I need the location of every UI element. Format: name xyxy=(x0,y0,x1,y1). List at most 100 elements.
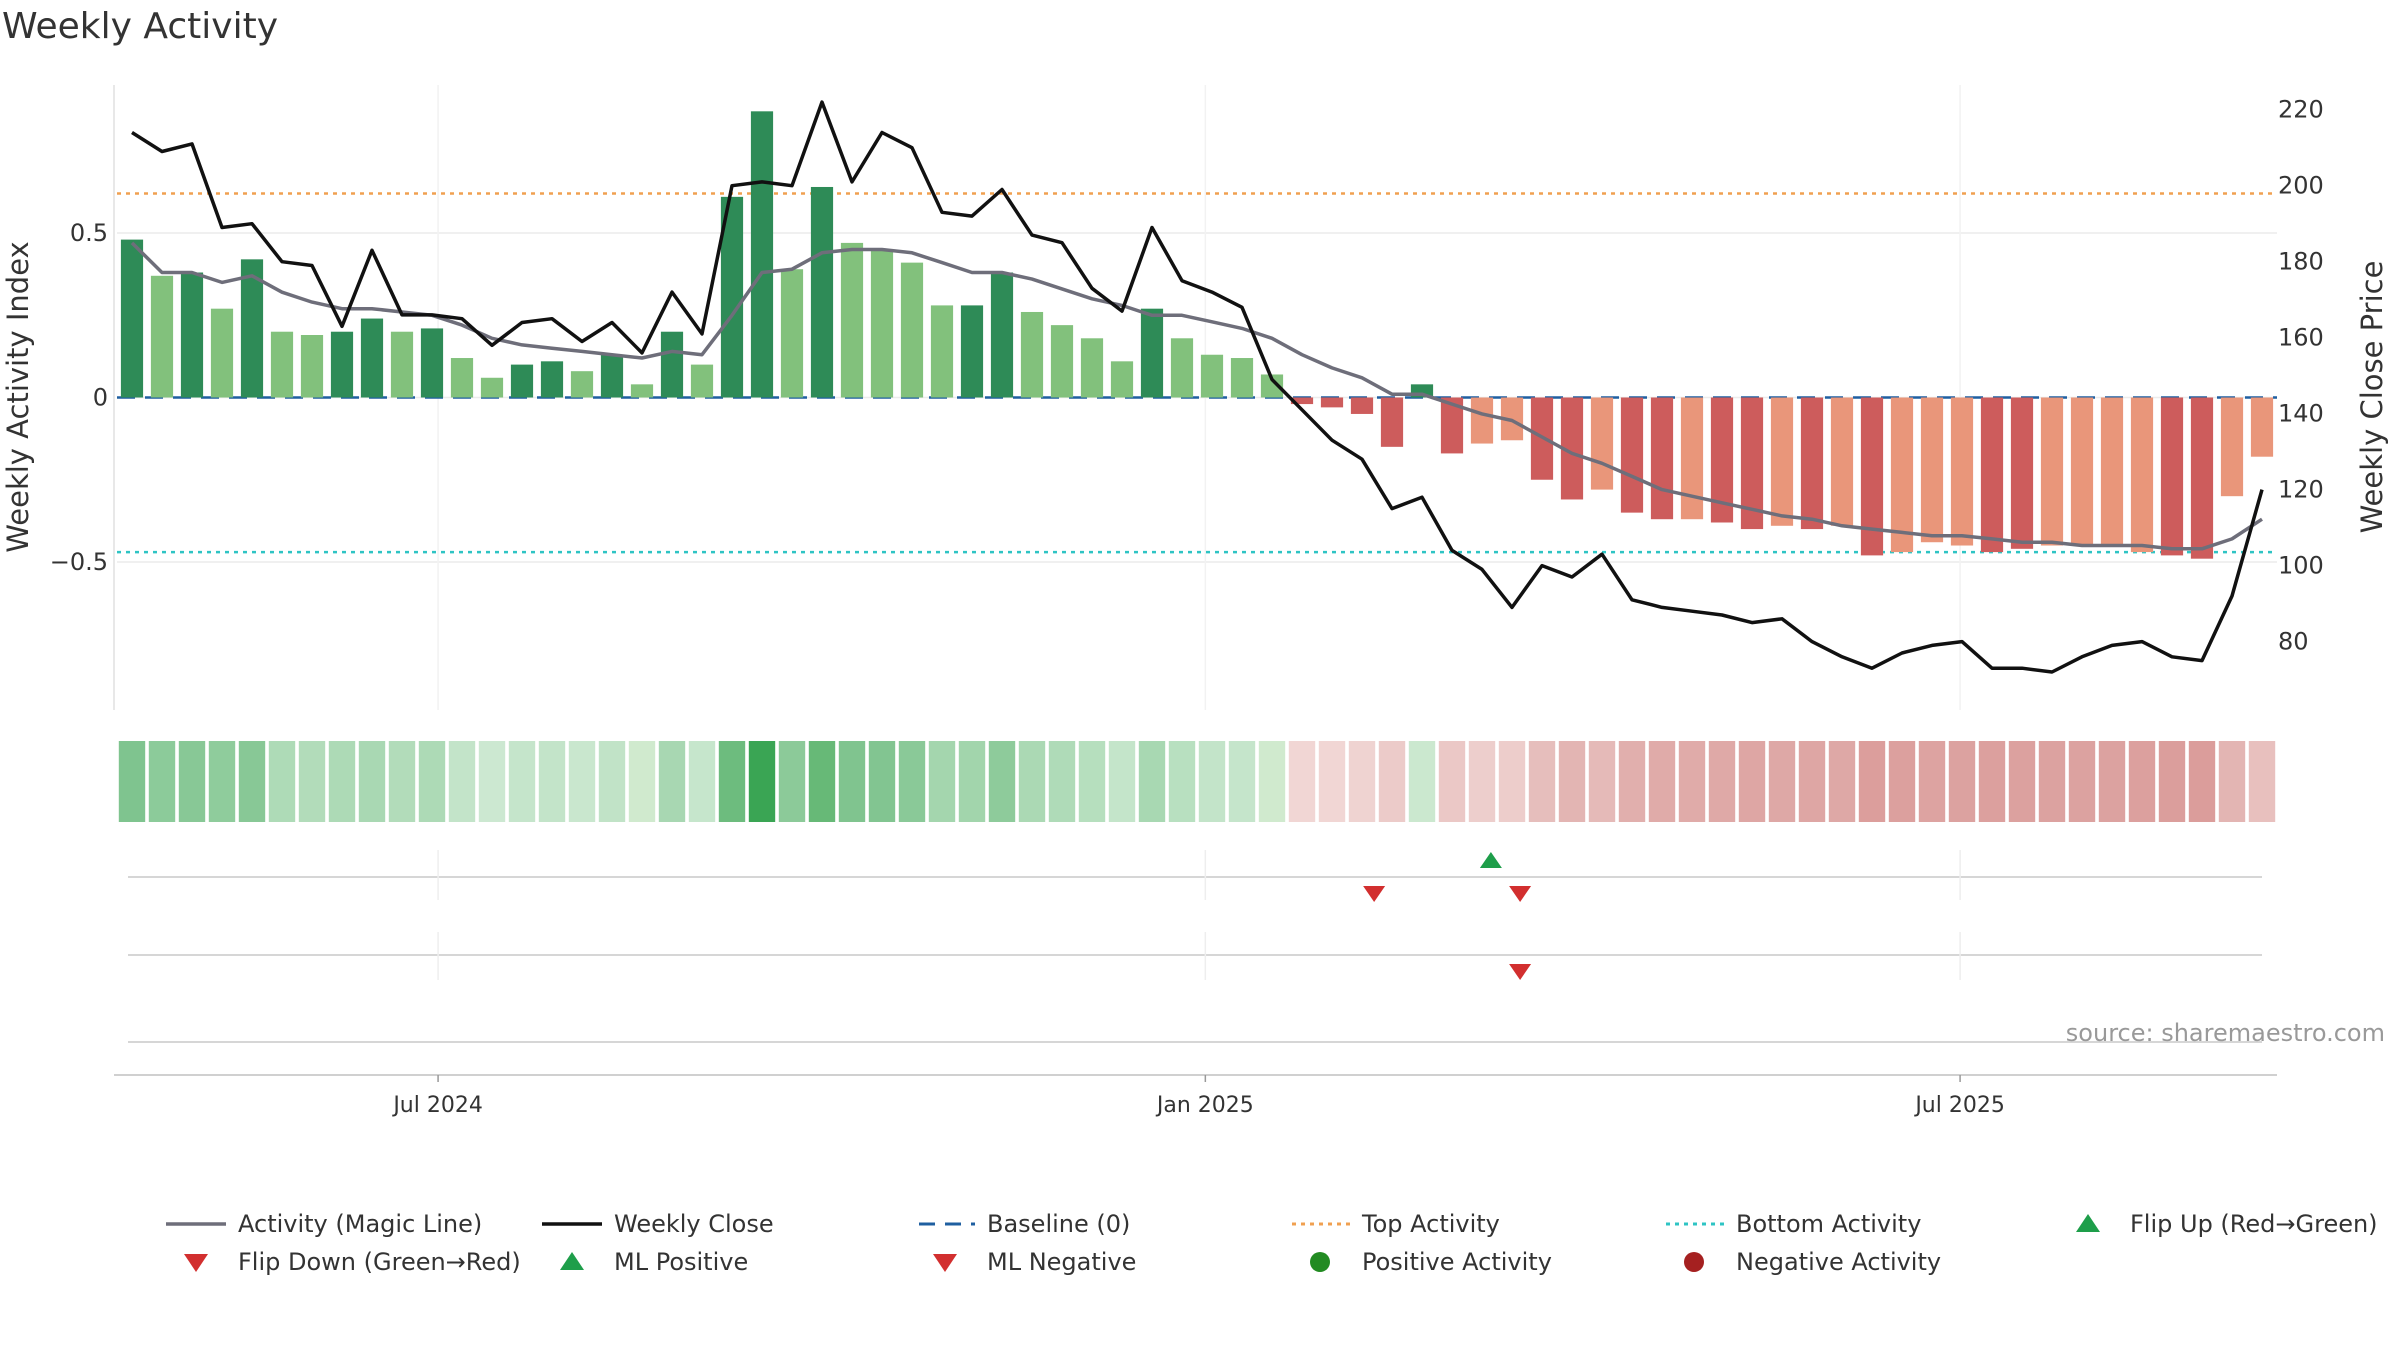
heat-strip-cell xyxy=(2188,741,2216,822)
heat-strip-cell xyxy=(1438,741,1466,822)
heat-strip-cell xyxy=(658,741,686,822)
legend-label: Negative Activity xyxy=(1736,1248,1941,1276)
legend-label: Bottom Activity xyxy=(1736,1210,1921,1238)
activity-bar xyxy=(1050,325,1074,398)
activity-bar xyxy=(1320,397,1344,408)
heat-strip-cell xyxy=(1858,741,1886,822)
activity-bar xyxy=(480,377,504,398)
activity-bar xyxy=(600,354,624,398)
x-tick-label: Jul 2025 xyxy=(1913,1093,2005,1118)
flip-down-marker xyxy=(1363,886,1386,902)
activity-bar xyxy=(2130,397,2154,553)
series-lines xyxy=(130,100,2264,674)
activity-bar xyxy=(870,249,894,398)
heat-strip-cell xyxy=(448,741,476,822)
heat-strip-cell xyxy=(148,741,176,822)
heat-strip-cell xyxy=(2038,741,2066,822)
heat-strip-cell xyxy=(1408,741,1436,822)
activity-bar xyxy=(120,239,144,398)
activity-bar xyxy=(1290,397,1314,405)
heat-strip-cell xyxy=(1768,741,1796,822)
activity-bar xyxy=(1110,361,1134,398)
activity-bar xyxy=(1890,397,1914,553)
heat-strip-cell xyxy=(808,741,836,822)
activity-bar xyxy=(2250,397,2274,457)
heat-strip-cell xyxy=(1198,741,1226,822)
heat-strip-cell xyxy=(898,741,926,822)
heat-strip-cell xyxy=(508,741,536,822)
heat-strip-cell xyxy=(778,741,806,822)
heat-strip-cell xyxy=(2128,741,2156,822)
activity-bar xyxy=(1740,397,1764,530)
activity-bar xyxy=(840,242,864,398)
legend-label: Top Activity xyxy=(1361,1210,1500,1238)
source-label: source: sharemaestro.com xyxy=(2066,1019,2385,1047)
heat-strip-cell xyxy=(1318,741,1346,822)
heat-strip-cell xyxy=(2248,741,2276,822)
heat-strip-cell xyxy=(2098,741,2126,822)
activity-bar xyxy=(930,305,954,398)
heat-strip-cell xyxy=(1078,741,1106,822)
heat-strip-cell xyxy=(1828,741,1856,822)
activity-bar xyxy=(180,272,204,398)
activity-bar xyxy=(1680,397,1704,520)
heat-strip-cell xyxy=(2008,741,2036,822)
heat-strip-cell xyxy=(208,741,236,822)
heat-strip-cell xyxy=(1798,741,1826,822)
heat-strip-cell xyxy=(388,741,416,822)
legend-label: Activity (Magic Line) xyxy=(238,1210,482,1238)
signal-markers xyxy=(128,850,2262,1043)
heat-strip-cell xyxy=(688,741,716,822)
activity-bar xyxy=(990,272,1014,398)
activity-bar xyxy=(210,308,234,398)
legend-swatch-triangle-down xyxy=(184,1254,208,1272)
heat-strip-cell xyxy=(1558,741,1586,822)
heat-strip-cell xyxy=(1678,741,1706,822)
heat-strip-cell xyxy=(238,741,266,822)
heat-strip-cell xyxy=(718,741,746,822)
activity-bar xyxy=(330,331,354,398)
legend-swatch-triangle-down xyxy=(933,1254,957,1272)
legend-label: ML Positive xyxy=(614,1248,748,1276)
activity-bar xyxy=(390,331,414,398)
activity-bar xyxy=(1440,397,1464,454)
heat-strip-cell xyxy=(1888,741,1916,822)
activity-bar xyxy=(1470,397,1494,444)
activity-bar xyxy=(240,259,264,398)
activity-bar xyxy=(1260,374,1284,398)
heat-strip-cell xyxy=(1588,741,1616,822)
activity-bar xyxy=(1020,311,1044,398)
x-axis: Jul 2024 Jan 2025 Jul 2025 xyxy=(114,1074,2277,1118)
heat-strip-cell xyxy=(118,741,146,822)
legend-label: Positive Activity xyxy=(1362,1248,1552,1276)
activity-bar xyxy=(630,384,654,398)
activity-bar xyxy=(2040,397,2064,546)
activity-bar xyxy=(780,269,804,398)
x-tick-label: Jan 2025 xyxy=(1155,1093,1254,1118)
heat-strip-cell xyxy=(358,741,386,822)
heat-strip-cell xyxy=(1108,741,1136,822)
legend-label: Flip Up (Red→Green) xyxy=(2130,1210,2378,1238)
legend-label: Flip Down (Green→Red) xyxy=(238,1248,521,1276)
flip-down-marker xyxy=(1509,886,1532,902)
activity-bar xyxy=(1200,354,1224,398)
activity-bar xyxy=(300,335,324,398)
legend-swatch-triangle-up xyxy=(2076,1214,2100,1232)
legend: Activity (Magic Line) Weekly Close Baselin… xyxy=(166,1210,2378,1276)
heat-strip-cell xyxy=(1918,741,1946,822)
heat-strip-cell xyxy=(748,741,776,822)
heat-strip-cell xyxy=(1618,741,1646,822)
y2-tick-label: 100 xyxy=(2278,552,2324,580)
y2-tick-label: 220 xyxy=(2278,96,2324,124)
heat-strip-cell xyxy=(2218,741,2246,822)
heat-strip-cell xyxy=(1228,741,1256,822)
heat-strip-cell xyxy=(1378,741,1406,822)
activity-bar xyxy=(750,111,774,398)
y2-tick-label: 200 xyxy=(2278,172,2324,200)
activity-bar xyxy=(900,262,924,398)
activity-bar xyxy=(1140,308,1164,398)
y2-tick-label: 180 xyxy=(2278,248,2324,276)
heat-strip-cell xyxy=(1048,741,1076,822)
activity-bar xyxy=(1380,397,1404,447)
